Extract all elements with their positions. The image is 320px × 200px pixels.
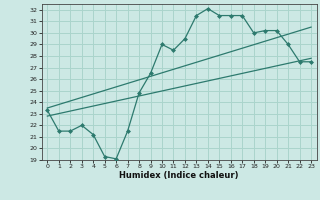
X-axis label: Humidex (Indice chaleur): Humidex (Indice chaleur) [119,171,239,180]
